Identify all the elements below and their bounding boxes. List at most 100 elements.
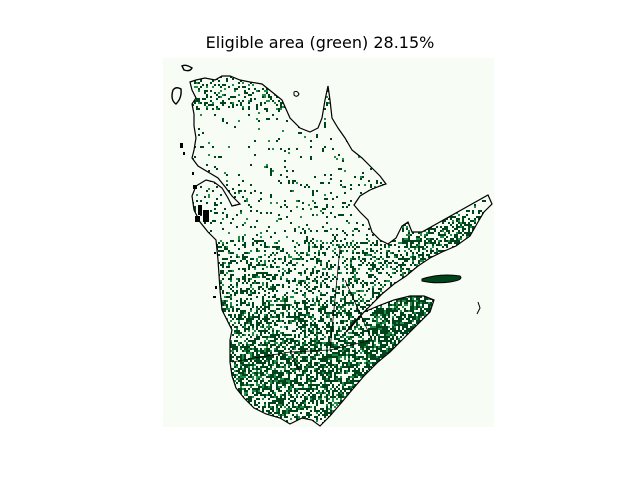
eligible-pixel bbox=[262, 284, 264, 286]
eligible-pixel bbox=[326, 304, 328, 306]
eligible-pixel bbox=[324, 328, 326, 330]
eligible-pixel bbox=[282, 296, 284, 298]
eligible-pixel bbox=[396, 304, 398, 306]
eligible-pixel bbox=[326, 272, 328, 274]
eligible-pixel bbox=[244, 322, 246, 324]
eligible-pixel bbox=[338, 304, 340, 306]
eligible-pixel bbox=[380, 272, 382, 274]
eligible-pixel bbox=[210, 90, 212, 92]
eligible-pixel bbox=[228, 270, 230, 272]
eligible-pixel bbox=[310, 308, 312, 310]
eligible-pixel bbox=[450, 224, 452, 226]
eligible-pixel bbox=[398, 322, 400, 324]
eligible-pixel bbox=[458, 240, 460, 242]
eligible-pixel bbox=[456, 232, 458, 234]
eligible-pixel bbox=[368, 268, 370, 270]
eligible-pixel bbox=[332, 234, 334, 236]
eligible-pixel bbox=[318, 300, 320, 302]
eligible-pixel bbox=[372, 312, 374, 314]
eligible-pixel bbox=[252, 302, 254, 304]
eligible-pixel bbox=[304, 326, 306, 328]
eligible-pixel bbox=[404, 250, 406, 252]
eligible-pixel bbox=[372, 266, 374, 268]
eligible-pixel bbox=[286, 326, 288, 328]
eligible-pixel bbox=[308, 254, 310, 256]
eligible-pixel bbox=[368, 318, 370, 320]
eligible-pixel bbox=[428, 228, 430, 230]
eligible-pixel bbox=[254, 274, 256, 276]
eligible-pixel bbox=[420, 238, 422, 240]
eligible-pixel bbox=[230, 222, 232, 224]
eligible-pixel bbox=[364, 184, 366, 186]
eligible-pixel bbox=[280, 258, 282, 260]
eligible-pixel bbox=[314, 202, 316, 204]
eligible-pixel bbox=[242, 312, 244, 314]
eligible-pixel bbox=[338, 244, 340, 246]
eligible-pixel bbox=[418, 306, 420, 308]
eligible-pixel bbox=[342, 310, 344, 312]
eligible-pixel bbox=[226, 306, 228, 308]
eligible-pixel bbox=[406, 242, 408, 244]
eligible-pixel bbox=[234, 316, 236, 318]
eligible-pixel bbox=[232, 290, 234, 292]
eligible-pixel bbox=[230, 280, 232, 282]
eligible-pixel bbox=[252, 288, 254, 290]
eligible-pixel bbox=[274, 258, 276, 260]
eligible-pixel bbox=[312, 280, 314, 282]
eligible-pixel bbox=[226, 266, 228, 268]
eligible-pixel bbox=[378, 258, 380, 260]
eligible-pixel bbox=[318, 328, 320, 330]
eligible-pixel bbox=[308, 300, 310, 302]
eligible-pixel bbox=[316, 324, 318, 326]
eligible-pixel bbox=[336, 240, 338, 242]
eligible-pixel bbox=[372, 250, 374, 252]
eligible-pixel bbox=[250, 184, 252, 186]
eligible-pixel bbox=[254, 226, 256, 228]
eligible-pixel bbox=[234, 192, 236, 194]
eligible-pixel bbox=[214, 208, 216, 210]
eligible-pixel bbox=[410, 296, 412, 298]
eligible-pixel bbox=[198, 90, 200, 92]
eligible-pixel bbox=[340, 320, 342, 322]
eligible-pixel bbox=[286, 328, 288, 330]
eligible-pixel bbox=[420, 240, 422, 242]
eligible-pixel bbox=[268, 322, 270, 324]
eligible-pixel bbox=[252, 314, 254, 316]
eligible-pixel bbox=[290, 270, 292, 272]
eligible-pixel bbox=[230, 276, 232, 278]
eligible-pixel bbox=[344, 238, 346, 240]
eligible-pixel bbox=[286, 298, 288, 300]
eligible-pixel bbox=[260, 244, 262, 246]
eligible-pixel bbox=[286, 206, 288, 208]
eligible-pixel bbox=[342, 292, 344, 294]
eligible-pixel bbox=[342, 304, 344, 306]
eligible-pixel bbox=[356, 324, 358, 326]
eligible-pixel bbox=[260, 326, 262, 328]
eligible-pixel bbox=[400, 300, 402, 302]
eligible-pixel bbox=[276, 274, 278, 276]
eligible-pixel bbox=[326, 306, 328, 308]
eligible-pixel bbox=[406, 246, 408, 248]
eligible-pixel bbox=[324, 108, 326, 110]
eligible-pixel bbox=[392, 318, 394, 320]
eligible-pixel bbox=[422, 314, 424, 316]
eligible-pixel bbox=[396, 324, 398, 326]
eligible-pixel bbox=[272, 100, 274, 102]
eligible-pixel bbox=[324, 174, 326, 176]
eligible-pixel bbox=[280, 102, 282, 104]
eligible-pixel bbox=[320, 246, 322, 248]
eligible-pixel bbox=[334, 304, 336, 306]
eligible-pixel bbox=[436, 226, 438, 228]
eligible-pixel bbox=[350, 258, 352, 260]
eligible-pixel bbox=[318, 252, 320, 254]
eligible-pixel bbox=[408, 318, 410, 320]
eligible-pixel bbox=[262, 88, 264, 90]
eligible-pixel bbox=[230, 296, 232, 298]
eligible-pixel bbox=[290, 262, 292, 264]
eligible-pixel bbox=[330, 296, 332, 298]
eligible-pixel bbox=[244, 274, 246, 276]
eligible-pixel bbox=[228, 252, 230, 254]
eligible-pixel bbox=[332, 290, 334, 292]
eligible-pixel bbox=[288, 320, 290, 322]
eligible-pixel bbox=[326, 96, 328, 98]
